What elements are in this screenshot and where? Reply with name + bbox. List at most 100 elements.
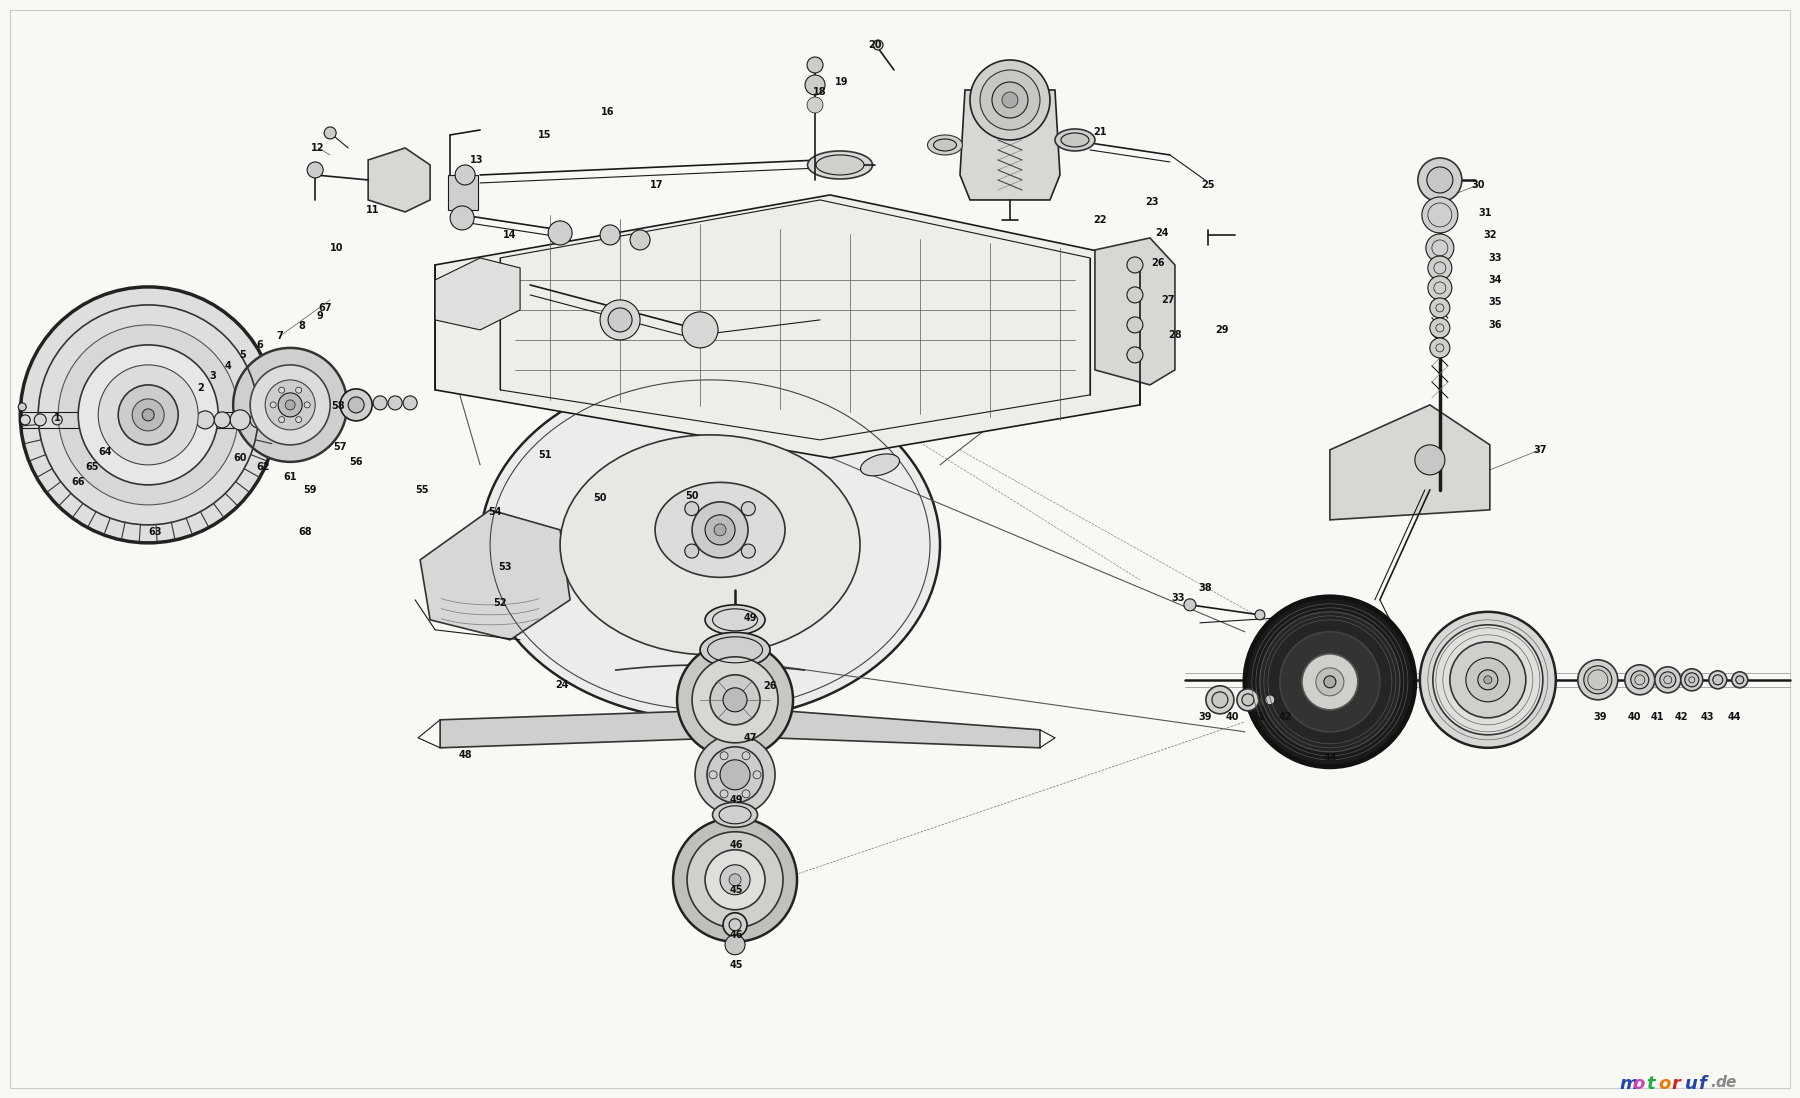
Ellipse shape	[713, 803, 758, 827]
Circle shape	[1579, 660, 1618, 699]
Circle shape	[724, 687, 747, 712]
Text: 33: 33	[1172, 593, 1184, 603]
Circle shape	[691, 657, 778, 743]
Text: 42: 42	[1278, 712, 1292, 721]
Text: 49: 49	[743, 613, 756, 623]
Circle shape	[720, 789, 727, 798]
Ellipse shape	[706, 605, 765, 635]
Circle shape	[1654, 666, 1681, 693]
Circle shape	[1211, 692, 1228, 708]
Text: 52: 52	[493, 597, 508, 608]
Ellipse shape	[860, 453, 900, 475]
Circle shape	[742, 502, 756, 516]
Text: f: f	[1697, 1075, 1706, 1093]
Text: 34: 34	[1489, 274, 1501, 284]
Circle shape	[158, 412, 175, 428]
Circle shape	[308, 163, 324, 178]
Text: 18: 18	[814, 87, 826, 97]
Text: 9: 9	[317, 311, 324, 321]
Circle shape	[450, 206, 473, 229]
Circle shape	[131, 399, 164, 430]
Circle shape	[20, 287, 275, 542]
Circle shape	[1242, 694, 1255, 706]
Text: t: t	[1645, 1075, 1654, 1093]
Ellipse shape	[1055, 128, 1094, 150]
Circle shape	[691, 502, 749, 558]
Text: 31: 31	[1478, 208, 1492, 217]
Circle shape	[1708, 671, 1726, 688]
Circle shape	[347, 396, 364, 413]
Circle shape	[1422, 197, 1458, 233]
Text: 39: 39	[1593, 712, 1607, 721]
Text: 26: 26	[1152, 258, 1165, 268]
Circle shape	[1427, 167, 1453, 193]
Text: .: .	[1710, 1075, 1717, 1089]
Text: 16: 16	[601, 107, 616, 117]
Text: 5: 5	[239, 350, 245, 360]
Circle shape	[52, 415, 63, 425]
Text: 35: 35	[1489, 296, 1501, 307]
Circle shape	[1127, 317, 1143, 333]
Circle shape	[176, 410, 196, 430]
Ellipse shape	[815, 155, 864, 175]
Polygon shape	[436, 195, 1139, 458]
Circle shape	[729, 919, 742, 931]
Text: 40: 40	[1627, 712, 1642, 721]
Text: 43: 43	[1701, 712, 1715, 721]
Polygon shape	[436, 258, 520, 329]
Text: 38: 38	[1199, 583, 1211, 593]
Circle shape	[295, 388, 302, 393]
Circle shape	[279, 416, 284, 423]
Text: 64: 64	[99, 447, 112, 457]
Text: 41: 41	[1651, 712, 1665, 721]
Circle shape	[677, 642, 794, 758]
Circle shape	[324, 127, 337, 139]
Circle shape	[1262, 691, 1278, 709]
Text: 24: 24	[1156, 228, 1168, 238]
Text: 14: 14	[504, 229, 517, 240]
Circle shape	[403, 396, 418, 410]
Circle shape	[630, 229, 650, 250]
Text: 33: 33	[1489, 253, 1501, 262]
Text: 25: 25	[1201, 180, 1215, 190]
Circle shape	[1255, 609, 1265, 620]
Circle shape	[1449, 642, 1526, 718]
Circle shape	[1584, 665, 1611, 694]
Ellipse shape	[1060, 133, 1089, 147]
Circle shape	[234, 348, 347, 462]
Circle shape	[1429, 318, 1449, 338]
Circle shape	[34, 414, 47, 426]
Circle shape	[688, 832, 783, 928]
Circle shape	[729, 874, 742, 886]
Circle shape	[742, 752, 751, 760]
Circle shape	[709, 675, 760, 725]
Text: 57: 57	[333, 441, 347, 452]
Text: 55: 55	[416, 485, 428, 495]
Text: 51: 51	[538, 450, 553, 460]
Circle shape	[250, 412, 266, 428]
Text: 20: 20	[868, 40, 882, 51]
Circle shape	[599, 225, 619, 245]
Circle shape	[1426, 234, 1454, 262]
Text: 36: 36	[1489, 320, 1501, 329]
Text: 54: 54	[488, 507, 502, 517]
Circle shape	[1415, 445, 1445, 474]
Text: o: o	[1660, 1075, 1670, 1093]
Text: 48: 48	[459, 750, 472, 760]
Ellipse shape	[560, 435, 860, 654]
Circle shape	[599, 300, 641, 340]
Circle shape	[18, 403, 27, 411]
Ellipse shape	[655, 482, 785, 578]
Circle shape	[389, 396, 401, 410]
Text: 65: 65	[85, 462, 99, 472]
Circle shape	[720, 865, 751, 895]
Text: 17: 17	[650, 180, 664, 190]
Text: 22: 22	[1093, 215, 1107, 225]
Circle shape	[1735, 676, 1744, 684]
Circle shape	[284, 400, 295, 410]
Text: 13: 13	[470, 155, 484, 165]
Circle shape	[682, 312, 718, 348]
Text: 68: 68	[299, 527, 311, 537]
Circle shape	[1685, 673, 1699, 687]
Circle shape	[684, 502, 698, 516]
